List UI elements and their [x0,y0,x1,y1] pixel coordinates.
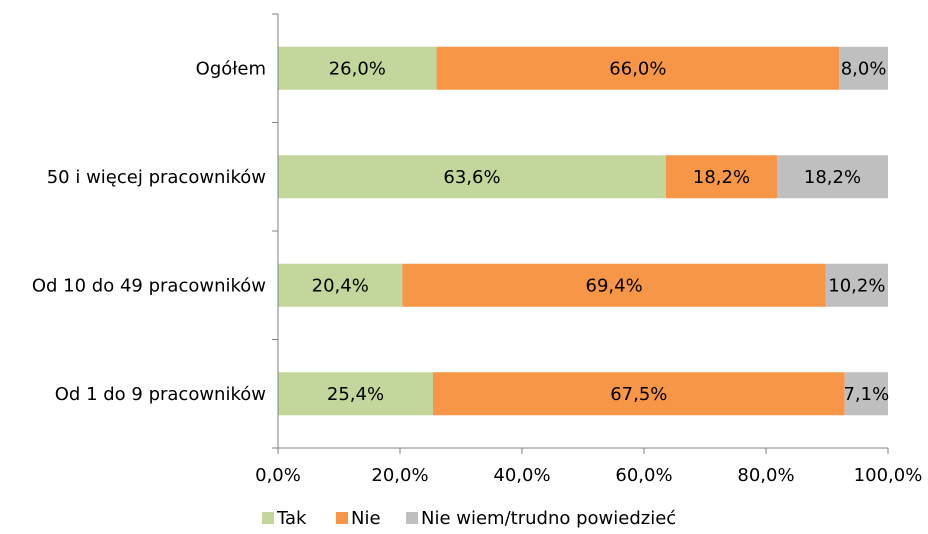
category-label: 50 i więcej pracowników [47,167,266,188]
data-label: 26,0% [329,58,386,79]
legend-label: Nie wiem/trudno powiedzieć [421,508,676,529]
bar-segment-2-row-4 [432,372,845,416]
bar-segment-2-row-3 [402,263,826,307]
data-label: 67,5% [610,384,667,405]
category-label: Ogółem [196,58,266,79]
bar-segment-3-row-1 [839,46,888,90]
bar-segment-3-row-3 [825,263,888,307]
bar-segment-3-row-4 [844,372,888,416]
bar-segment-1-row-2 [278,155,666,199]
data-label: 8,0% [841,58,887,79]
data-label: 20,4% [312,275,369,296]
category-label: Od 10 do 49 pracowników [32,275,266,296]
bar-segment-2-row-2 [665,155,777,199]
data-label: 7,1% [843,384,889,405]
data-label: 18,2% [804,167,861,188]
x-tick-label: 40,0% [493,465,550,486]
data-label: 10,2% [828,275,885,296]
data-label: 66,0% [609,58,666,79]
x-tick-label: 60,0% [615,465,672,486]
bar-segment-1-row-3 [278,263,403,307]
bar-segment-1-row-1 [278,46,437,90]
bar-segment-2-row-1 [436,46,840,90]
bar-segment-3-row-2 [776,155,888,199]
data-label: 63,6% [443,167,500,188]
x-tick-label: 80,0% [737,465,794,486]
category-label: Od 1 do 9 pracowników [55,384,266,405]
data-label: 69,4% [586,275,643,296]
data-label: 18,2% [693,167,750,188]
x-tick-label: 20,0% [371,465,428,486]
x-tick-label: 100,0% [854,465,923,486]
x-tick-label: 0,0% [255,465,301,486]
data-label: 25,4% [327,384,384,405]
legend-swatch-1 [262,512,274,524]
bar-segment-1-row-4 [278,372,433,416]
legend-swatch-2 [336,512,348,524]
legend-label: Nie [351,508,381,529]
legend-swatch-3 [406,512,418,524]
legend-label: Tak [276,508,307,529]
